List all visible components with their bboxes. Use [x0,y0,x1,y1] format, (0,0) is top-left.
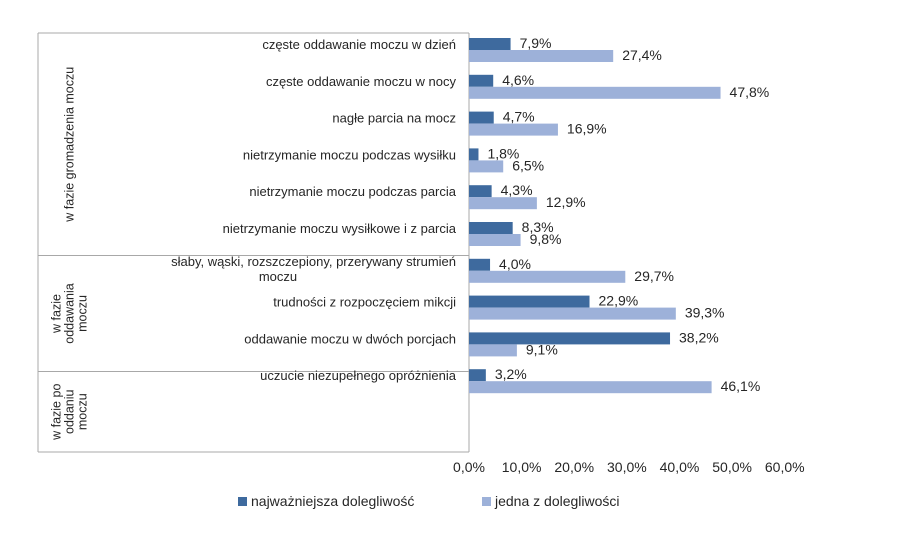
category-label: częste oddawanie moczu w nocy [266,74,457,89]
data-label: 6,5% [512,157,544,173]
x-tick-label: 50,0% [712,459,752,475]
category-label: moczu [259,269,297,284]
data-label: 46,1% [721,378,761,394]
bar-jedna [469,86,721,99]
category-label: trudności z rozpoczęciem mikcji [273,295,456,310]
bar-najwazniejsza [469,332,671,345]
x-tick-label: 20,0% [554,459,594,475]
data-label: 4,6% [502,72,534,88]
data-label: 1,8% [487,145,519,161]
category-label: słaby, wąski, rozszczepiony, przerywany … [171,254,456,269]
group-label: w fazie gromadzenia moczu [62,67,76,223]
bar-jedna [469,381,712,394]
x-tick-label: 0,0% [453,459,485,475]
data-label: 4,0% [499,256,531,272]
category-label: częste oddawanie moczu w dzień [262,37,456,52]
data-label: 7,9% [520,35,552,51]
group-label: w fazie po [49,384,63,441]
x-tick-label: 60,0% [765,459,805,475]
x-tick-label: 30,0% [607,459,647,475]
category-label: nietrzymanie moczu podczas wysiłku [243,147,456,162]
bar-najwazniejsza [469,369,486,382]
x-tick-label: 40,0% [660,459,700,475]
bar-najwazniejsza [469,74,494,87]
category-label: nagłe parcia na mocz [332,111,456,126]
group-label: moczu [75,393,89,430]
bar-jedna [469,197,537,210]
group-label: w fazie [49,294,63,334]
data-label: 22,9% [599,293,639,309]
category-label: uczucie niezupełnego opróżnienia [260,368,457,383]
bar-jedna [469,160,504,173]
data-label: 4,7% [503,109,535,125]
category-label: oddawanie moczu w dwóch porcjach [244,331,456,346]
data-label: 39,3% [685,305,725,321]
group-label: moczu [75,295,89,332]
category-label: nietrzymanie moczu podczas parcia [249,184,456,199]
data-label: 4,3% [501,182,533,198]
data-label: 3,2% [495,366,527,382]
bar-jedna [469,50,614,62]
bar-najwazniejsza [469,222,513,234]
data-label: 9,8% [530,231,562,247]
group-label: oddaniu [62,389,76,434]
bar-najwazniejsza [469,38,511,50]
data-label: 29,7% [634,268,674,284]
legend-swatch [482,497,491,506]
legend-swatch [238,497,247,506]
bar-jedna [469,123,558,136]
data-label: 9,1% [526,341,558,357]
data-label: 27,4% [622,47,662,63]
bar-jedna [469,234,521,246]
data-label: 12,9% [546,194,586,210]
bar-najwazniejsza [469,111,494,124]
data-label: 38,2% [679,329,719,345]
data-label: 16,9% [567,121,607,137]
category-label: nietrzymanie moczu wysiłkowe i z parcia [223,221,457,236]
bar-najwazniejsza [469,295,590,308]
bar-jedna [469,307,676,320]
group-label: oddawania [62,283,76,344]
legend-label: jedna z dolegliwości [494,493,620,509]
bar-jedna [469,344,517,357]
legend-label: najważniejsza dolegliwość [251,493,414,509]
bar-najwazniejsza [469,258,491,271]
bar-najwazniejsza [469,148,479,161]
x-tick-label: 10,0% [502,459,542,475]
data-label: 8,3% [522,219,554,235]
bar-jedna [469,270,626,283]
data-label: 47,8% [730,84,770,100]
bar-najwazniejsza [469,185,492,198]
